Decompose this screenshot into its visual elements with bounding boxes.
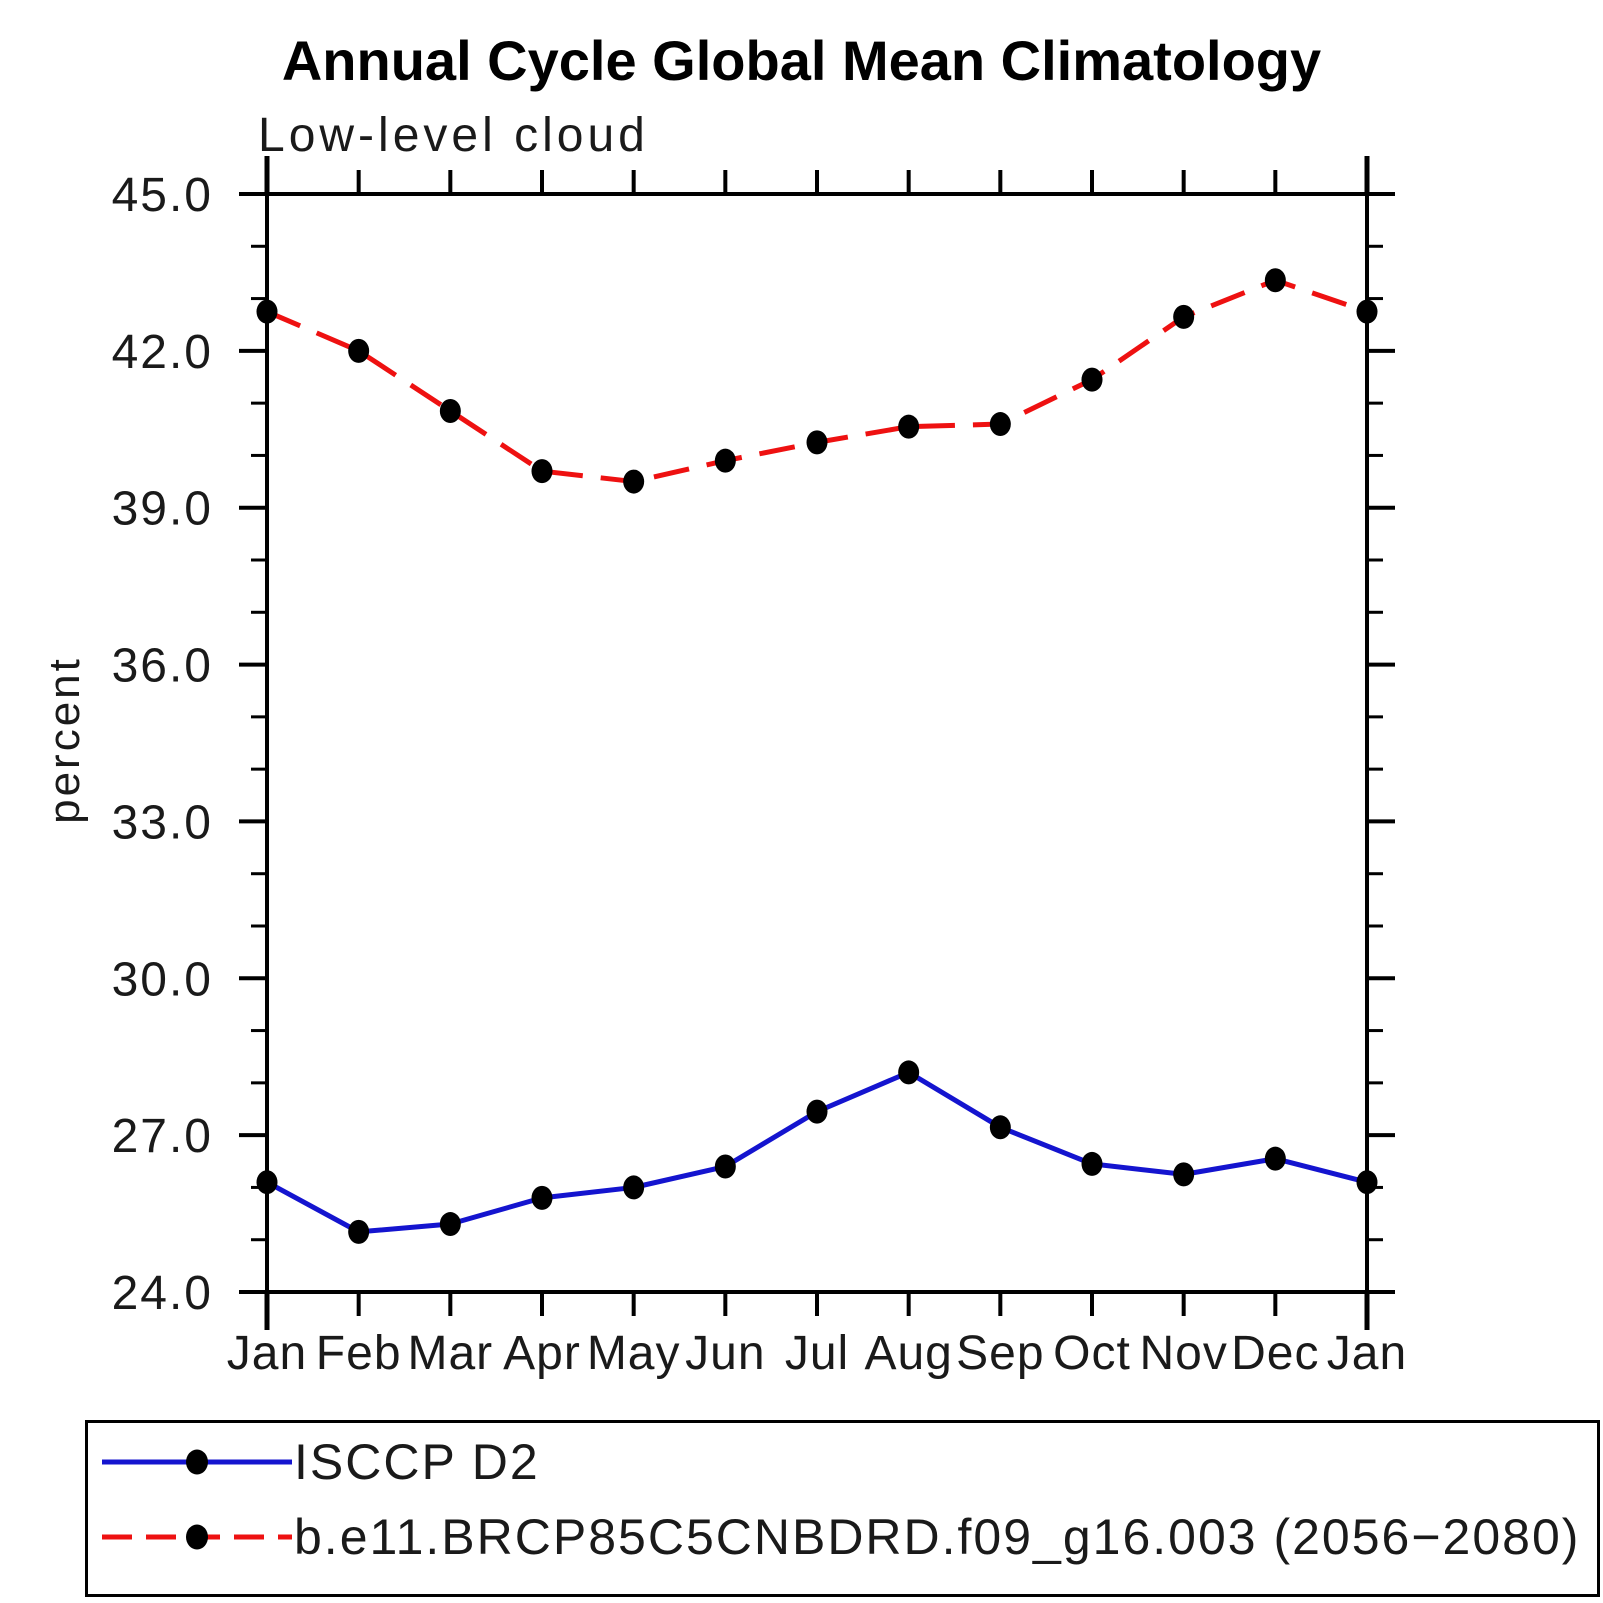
x-axis-tick-label: Aug bbox=[864, 1327, 952, 1380]
legend-marker-dot bbox=[186, 1524, 208, 1550]
y-axis-tick-label: 39.0 bbox=[112, 483, 213, 536]
legend-item-label: ISCCP D2 bbox=[294, 1434, 540, 1490]
x-axis-tick-label: Jan bbox=[227, 1327, 307, 1380]
data-point bbox=[439, 398, 461, 423]
x-axis-tick-label: Oct bbox=[1053, 1327, 1131, 1380]
legend-item: ISCCP D2 bbox=[100, 1434, 540, 1490]
y-axis-tick-label: 30.0 bbox=[112, 953, 213, 1006]
legend-item-label: b.e11.BRCP85C5CNBDRD.f09_g16.003 (2056−2… bbox=[294, 1509, 1581, 1565]
data-point bbox=[1264, 1146, 1286, 1171]
legend-swatch-dashed-line bbox=[102, 1524, 292, 1550]
x-axis-tick-label: Jun bbox=[685, 1327, 765, 1380]
x-axis-tick-label: May bbox=[587, 1327, 681, 1380]
data-point bbox=[531, 1185, 553, 1210]
data-point bbox=[898, 1060, 920, 1085]
chart-title: Annual Cycle Global Mean Climatology bbox=[281, 29, 1322, 92]
data-point bbox=[348, 338, 370, 363]
x-axis-tick-label: Jan bbox=[1327, 1327, 1407, 1380]
data-point bbox=[1356, 1170, 1378, 1195]
legend-box: ISCCP D2 b.e11.BRCP85C5CNBDRD.f09_g16.00… bbox=[85, 1420, 1600, 1597]
data-point bbox=[1356, 299, 1378, 324]
data-point bbox=[898, 414, 920, 439]
x-axis-tick-label: Mar bbox=[407, 1327, 493, 1380]
data-point bbox=[531, 459, 553, 484]
data-point bbox=[348, 1219, 370, 1244]
x-axis-tick-label: Jul bbox=[785, 1327, 849, 1380]
series-line-0 bbox=[265, 1069, 1368, 1235]
data-point bbox=[714, 1154, 736, 1179]
data-point bbox=[623, 1175, 645, 1200]
x-axis-tick-label: Apr bbox=[503, 1327, 581, 1380]
data-point bbox=[1264, 268, 1286, 293]
y-axis-tick-label: 24.0 bbox=[112, 1267, 213, 1320]
data-point bbox=[714, 448, 736, 473]
data-point bbox=[1081, 1151, 1103, 1176]
data-point bbox=[439, 1212, 461, 1237]
x-axis-tick-label: Nov bbox=[1139, 1327, 1227, 1380]
y-axis-tick-label: 45.0 bbox=[112, 169, 213, 222]
legend-item: b.e11.BRCP85C5CNBDRD.f09_g16.003 (2056−2… bbox=[100, 1509, 1580, 1565]
x-axis-tick-label: Sep bbox=[956, 1327, 1044, 1380]
data-point bbox=[256, 1170, 278, 1195]
data-point bbox=[256, 299, 278, 324]
data-point bbox=[1173, 1162, 1195, 1187]
data-point bbox=[1081, 367, 1103, 392]
data-point bbox=[806, 1099, 828, 1124]
legend-marker-dot bbox=[186, 1449, 208, 1475]
data-point bbox=[989, 412, 1011, 437]
chart-subtitle: Low-level cloud bbox=[258, 109, 649, 162]
data-point bbox=[1173, 304, 1195, 329]
y-axis-tick-label: 33.0 bbox=[112, 796, 213, 849]
y-axis-tick-label: 42.0 bbox=[112, 326, 213, 379]
legend-swatch-solid-line bbox=[102, 1449, 292, 1475]
data-point bbox=[623, 469, 645, 494]
x-axis-tick-label: Feb bbox=[316, 1327, 402, 1380]
y-axis-tick-label: 36.0 bbox=[112, 640, 213, 693]
data-point bbox=[989, 1115, 1011, 1140]
plot-frame bbox=[265, 192, 1369, 1294]
x-axis-tick-label: Dec bbox=[1231, 1327, 1319, 1380]
y-axis-tick-label: 27.0 bbox=[112, 1110, 213, 1163]
data-point bbox=[806, 430, 828, 455]
